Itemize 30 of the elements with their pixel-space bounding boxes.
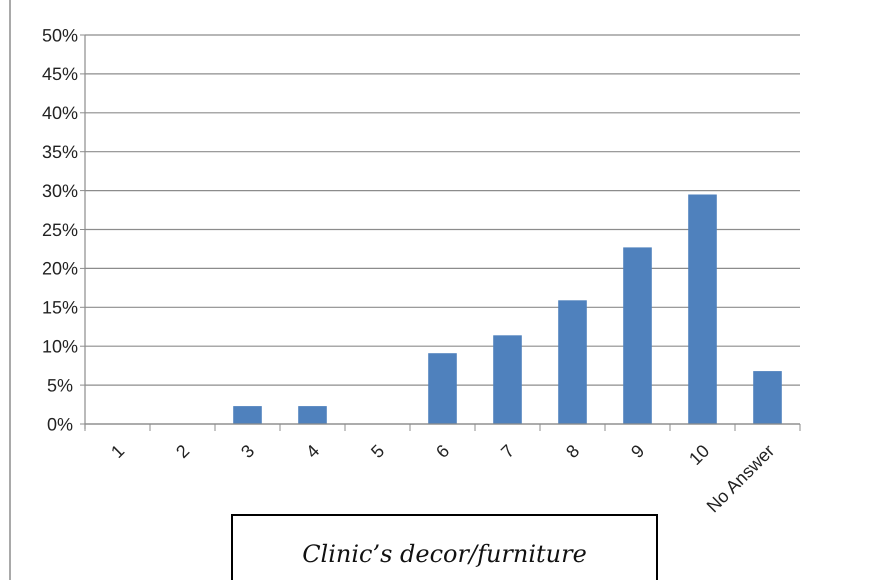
y-tick-label: 25% bbox=[42, 220, 78, 240]
bar bbox=[298, 406, 327, 424]
bar bbox=[558, 300, 587, 424]
x-tick-label: 5 bbox=[367, 440, 388, 462]
y-tick-label: 20% bbox=[42, 258, 78, 279]
bar bbox=[688, 194, 717, 424]
y-tick-label: 40% bbox=[42, 103, 78, 124]
y-tick-label: 35% bbox=[42, 142, 78, 162]
x-tick-label: 7 bbox=[497, 440, 518, 462]
y-tick-label: 10% bbox=[42, 336, 78, 356]
y-tick-label: 45% bbox=[42, 64, 78, 84]
x-tick-label: 1 bbox=[107, 440, 128, 462]
x-tick-label: 9 bbox=[627, 440, 648, 462]
bar bbox=[753, 371, 782, 424]
bar bbox=[623, 247, 652, 424]
y-tick-label: 0% bbox=[46, 414, 74, 434]
x-tick-label: 2 bbox=[172, 440, 194, 462]
x-tick-label: 6 bbox=[432, 440, 454, 462]
y-tick-label: 50% bbox=[42, 25, 78, 46]
y-tick-label: 30% bbox=[42, 180, 78, 201]
x-tick-label: 4 bbox=[302, 440, 324, 462]
x-tick-label: 3 bbox=[237, 440, 258, 462]
bar bbox=[493, 335, 522, 424]
y-tick-label: 15% bbox=[42, 298, 78, 318]
x-tick-label: 10 bbox=[685, 440, 714, 469]
y-tick-label: 5% bbox=[46, 375, 74, 396]
bar bbox=[428, 353, 457, 424]
x-tick-label: 8 bbox=[562, 440, 584, 462]
text: Clinic’s decor/furniture bbox=[302, 540, 587, 568]
bar bbox=[233, 406, 262, 424]
